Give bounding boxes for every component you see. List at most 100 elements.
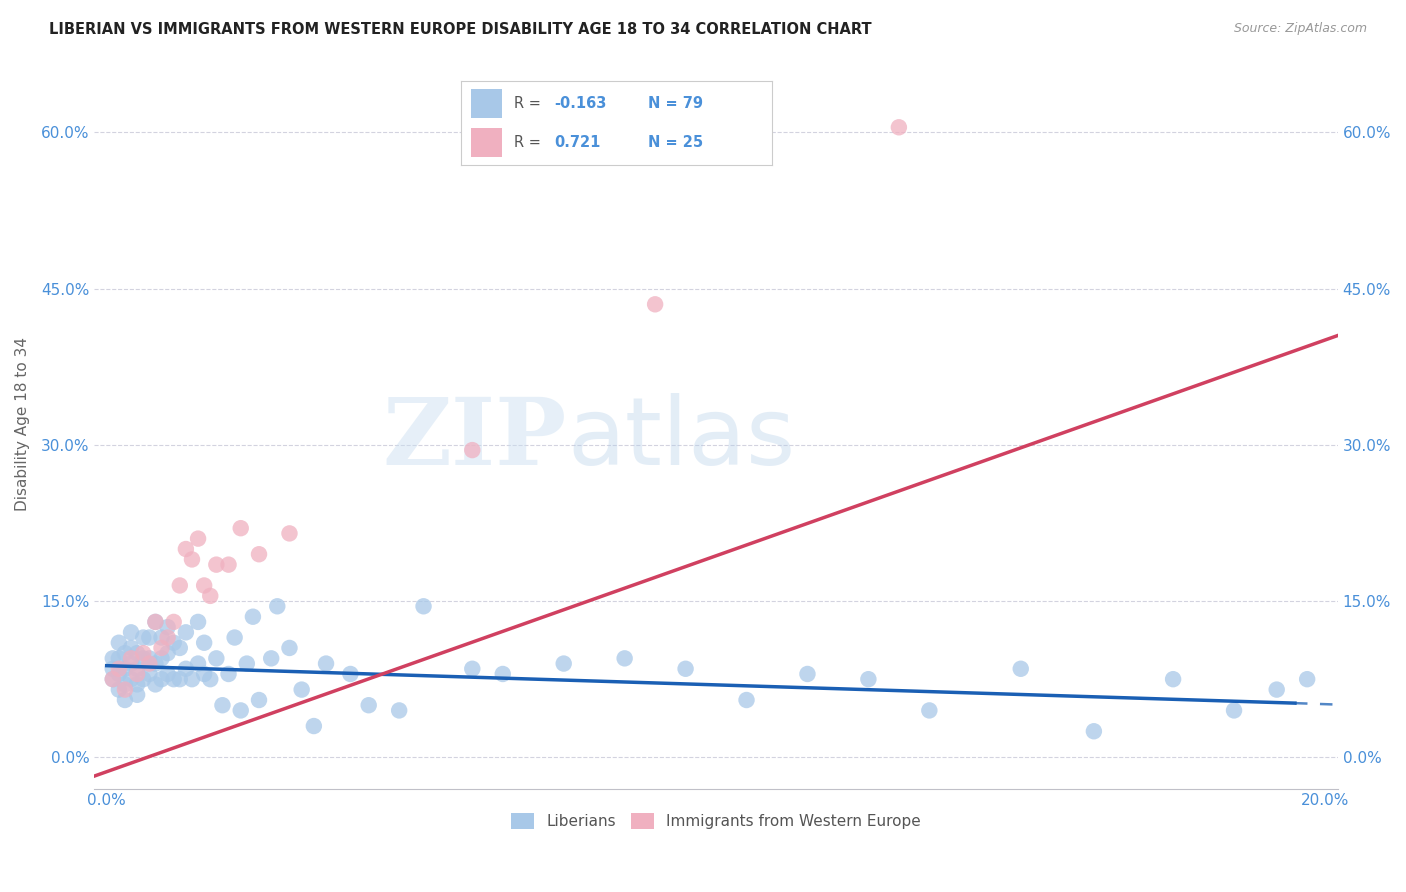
Point	[278, 526, 301, 541]
Point	[315, 657, 337, 671]
Point	[193, 636, 215, 650]
Point	[108, 636, 131, 650]
Point	[1083, 724, 1105, 739]
Point	[174, 541, 197, 556]
Point	[266, 599, 288, 614]
Point	[553, 657, 575, 671]
Point	[796, 667, 818, 681]
Point	[108, 662, 131, 676]
Point	[145, 615, 167, 629]
Point	[229, 521, 252, 535]
Point	[193, 578, 215, 592]
Point	[145, 657, 167, 671]
Point	[174, 625, 197, 640]
Point	[260, 651, 283, 665]
Point	[163, 636, 186, 650]
Point	[181, 672, 204, 686]
Point	[211, 698, 233, 713]
Point	[101, 651, 124, 665]
Point	[108, 682, 131, 697]
Point	[114, 682, 136, 697]
Point	[187, 532, 209, 546]
Point	[156, 620, 179, 634]
Point	[388, 703, 411, 717]
Point	[218, 558, 240, 572]
Point	[156, 631, 179, 645]
Point	[156, 667, 179, 681]
Point	[1223, 703, 1246, 717]
Point	[169, 578, 191, 592]
Point	[461, 662, 484, 676]
Point	[174, 662, 197, 676]
Point	[150, 640, 173, 655]
Point	[145, 615, 167, 629]
Point	[247, 547, 270, 561]
Point	[114, 662, 136, 676]
Point	[644, 297, 666, 311]
Point	[302, 719, 325, 733]
Point	[127, 662, 149, 676]
Point	[412, 599, 434, 614]
Point	[145, 677, 167, 691]
Point	[461, 443, 484, 458]
Point	[613, 651, 636, 665]
Point	[169, 672, 191, 686]
Point	[229, 703, 252, 717]
Y-axis label: Disability Age 18 to 34: Disability Age 18 to 34	[15, 337, 30, 511]
Point	[132, 631, 155, 645]
Point	[108, 667, 131, 681]
Point	[114, 677, 136, 691]
Point	[127, 667, 149, 681]
Point	[132, 646, 155, 660]
Point	[156, 646, 179, 660]
Point	[339, 667, 361, 681]
Point	[150, 631, 173, 645]
Point	[1296, 672, 1319, 686]
Point	[887, 120, 910, 135]
Point	[120, 657, 142, 671]
Point	[224, 631, 246, 645]
Point	[1161, 672, 1184, 686]
Point	[205, 558, 228, 572]
Point	[918, 703, 941, 717]
Point	[492, 667, 515, 681]
Point	[357, 698, 380, 713]
Point	[181, 552, 204, 566]
Point	[114, 693, 136, 707]
Point	[132, 651, 155, 665]
Point	[120, 651, 142, 665]
Point	[242, 609, 264, 624]
Point	[150, 651, 173, 665]
Point	[114, 646, 136, 660]
Point	[218, 667, 240, 681]
Point	[193, 667, 215, 681]
Point	[236, 657, 259, 671]
Point	[205, 651, 228, 665]
Point	[127, 646, 149, 660]
Point	[108, 651, 131, 665]
Point	[101, 662, 124, 676]
Point	[120, 672, 142, 686]
Point	[127, 677, 149, 691]
Text: ZIP: ZIP	[382, 393, 567, 483]
Point	[1265, 682, 1288, 697]
Point	[735, 693, 758, 707]
Point	[163, 615, 186, 629]
Point	[138, 667, 160, 681]
Point	[101, 672, 124, 686]
Point	[200, 672, 222, 686]
Point	[187, 615, 209, 629]
Point	[101, 672, 124, 686]
Point	[278, 640, 301, 655]
Point	[858, 672, 880, 686]
Point	[291, 682, 314, 697]
Point	[138, 657, 160, 671]
Point	[169, 640, 191, 655]
Text: Source: ZipAtlas.com: Source: ZipAtlas.com	[1233, 22, 1367, 36]
Point	[132, 672, 155, 686]
Point	[150, 672, 173, 686]
Point	[120, 640, 142, 655]
Text: atlas: atlas	[567, 392, 796, 484]
Point	[163, 672, 186, 686]
Point	[138, 651, 160, 665]
